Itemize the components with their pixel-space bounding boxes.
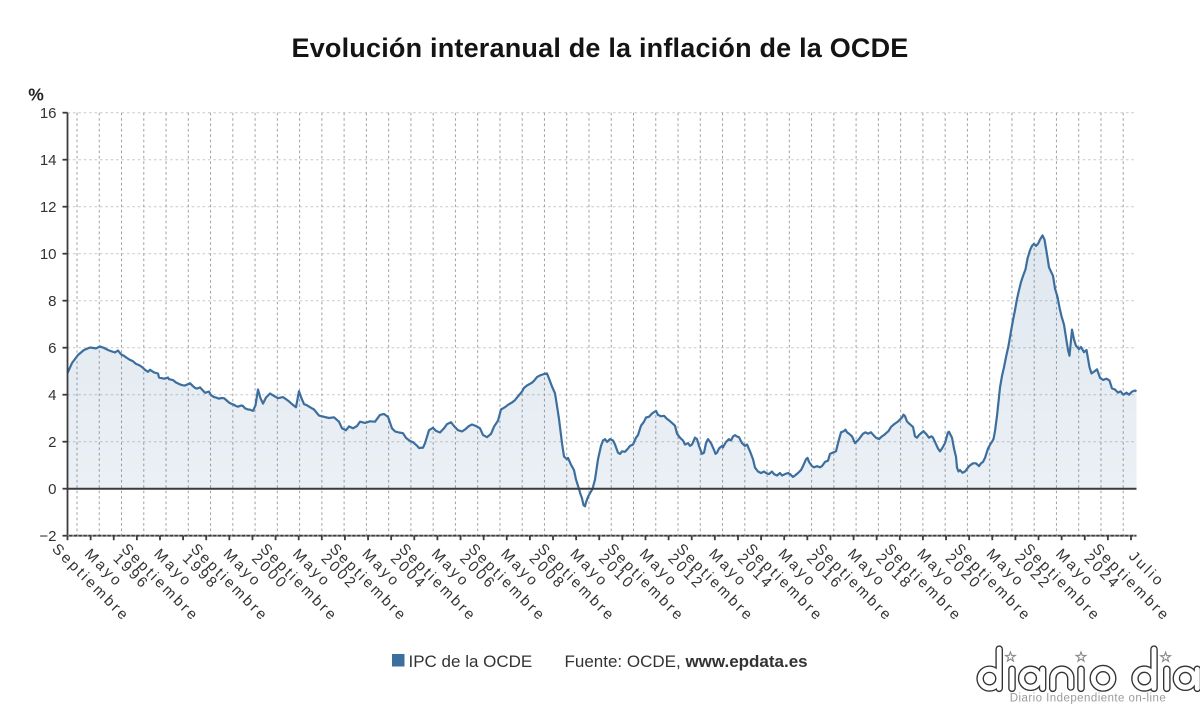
svg-text:6: 6	[48, 340, 56, 357]
svg-text:10: 10	[40, 246, 57, 263]
svg-text:16: 16	[40, 105, 57, 122]
svg-text:14: 14	[40, 152, 57, 169]
svg-text:Diario Independiente on-line: Diario Independiente on-line	[1010, 692, 1166, 704]
svg-text:%: %	[28, 85, 44, 105]
svg-text:12: 12	[40, 199, 57, 216]
svg-text:IPC de la OCDE: IPC de la OCDE	[409, 652, 533, 671]
svg-text:0: 0	[48, 481, 56, 498]
svg-text:−2: −2	[39, 528, 56, 545]
svg-text:2: 2	[48, 434, 56, 451]
svg-text:Evolución interanual de la inf: Evolución interanual de la inflación de …	[291, 33, 908, 63]
svg-text:4: 4	[48, 387, 56, 404]
svg-text:Fuente: OCDE, www.epdata.es: Fuente: OCDE, www.epdata.es	[565, 652, 808, 671]
svg-text:8: 8	[48, 293, 56, 310]
